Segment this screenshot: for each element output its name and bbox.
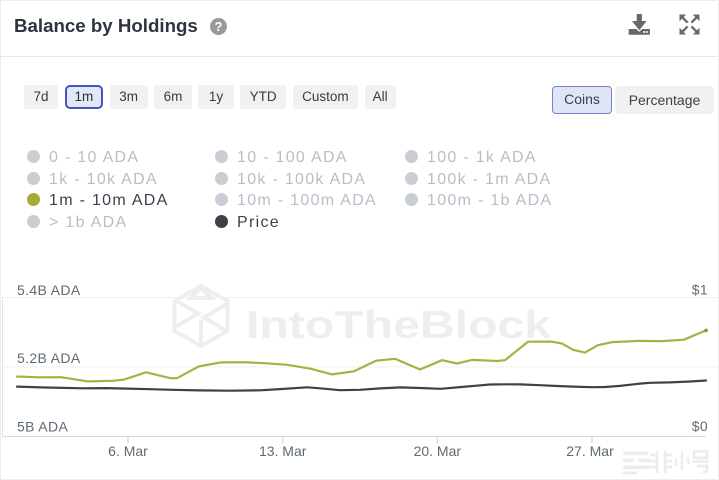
svg-text:27. Mar: 27. Mar: [566, 443, 614, 459]
svg-text:5B ADA: 5B ADA: [17, 419, 68, 435]
svg-text:5.4B ADA: 5.4B ADA: [17, 282, 81, 298]
svg-text:5.2B ADA: 5.2B ADA: [17, 350, 81, 366]
svg-text:IntoTheBlock: IntoTheBlock: [246, 304, 551, 347]
svg-text:20. Mar: 20. Mar: [414, 443, 462, 459]
svg-text:$1: $1: [692, 282, 708, 298]
svg-text:13. Mar: 13. Mar: [259, 443, 307, 459]
svg-text:$0: $0: [692, 418, 708, 434]
svg-text:6. Mar: 6. Mar: [108, 443, 148, 459]
